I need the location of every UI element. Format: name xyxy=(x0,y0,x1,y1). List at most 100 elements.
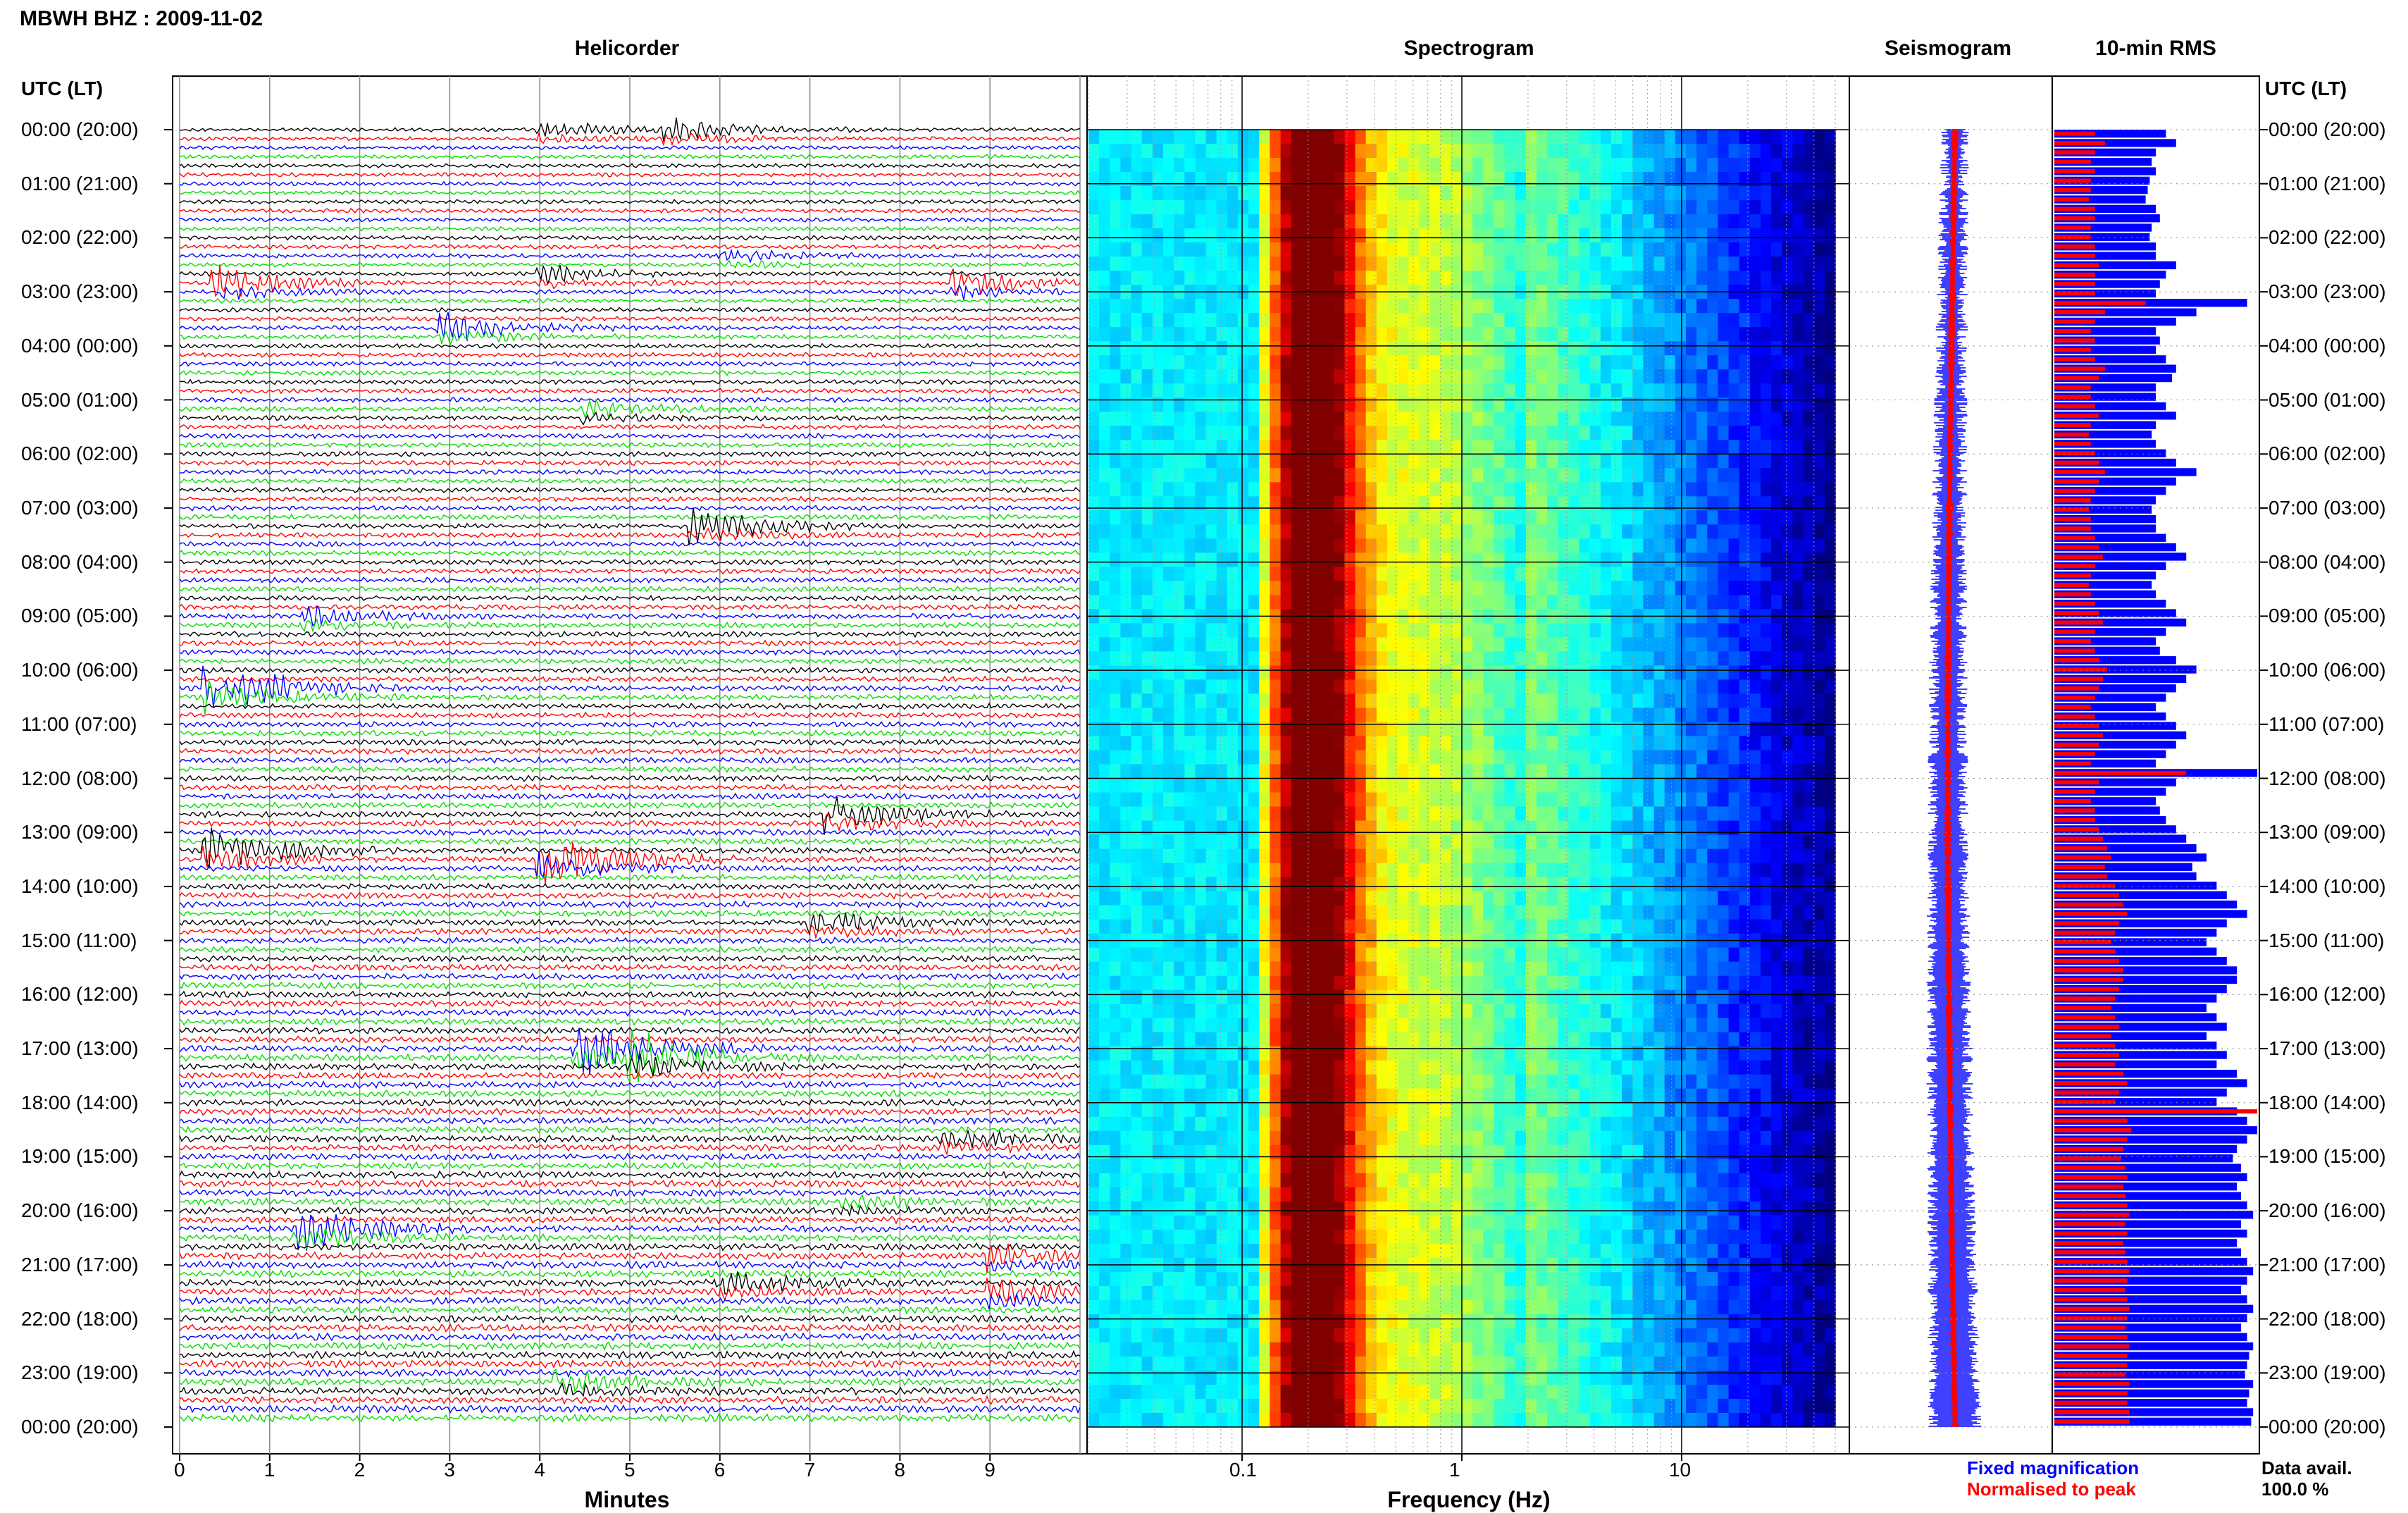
spectrogram-cell xyxy=(1804,765,1815,779)
spectrogram-cell xyxy=(1344,849,1355,864)
spectrogram-cell xyxy=(1366,581,1377,595)
spectrogram-cell xyxy=(1483,200,1494,215)
spectrogram-cell xyxy=(1718,821,1729,836)
spectrogram-cell xyxy=(1120,228,1131,243)
spectrogram-cell xyxy=(1483,637,1494,652)
spectrogram-cell xyxy=(1462,976,1473,991)
spectrogram-cell xyxy=(1568,807,1580,822)
spectrogram-cell xyxy=(1665,849,1676,864)
spectrogram-cell xyxy=(1515,383,1527,398)
spectrogram-cell xyxy=(1184,426,1196,440)
spectrogram-cell xyxy=(1238,327,1249,342)
spectrogram-cell xyxy=(1312,779,1324,793)
spectrogram-cell xyxy=(1408,835,1420,850)
spectrogram-cell xyxy=(1494,807,1505,822)
spectrogram-cell xyxy=(1601,524,1612,539)
spectrogram-cell xyxy=(1238,510,1249,525)
spectrogram-cell xyxy=(1526,369,1537,384)
spectrogram-cell xyxy=(1537,355,1548,370)
spectrogram-cell xyxy=(1323,779,1334,793)
spectrogram-cell xyxy=(1441,807,1452,822)
spectrogram-cell xyxy=(1568,440,1580,455)
spectrogram-cell xyxy=(1259,693,1270,708)
spectrogram-cell xyxy=(1472,567,1484,581)
spectrogram-cell xyxy=(1088,172,1100,187)
spectrogram-cell xyxy=(1408,679,1420,694)
spectrogram-cell xyxy=(1227,468,1239,483)
spectrogram-cell xyxy=(1568,863,1580,878)
spectrogram-cell xyxy=(1238,200,1249,215)
spectrogram-cell xyxy=(1782,736,1793,751)
spectrogram-cell xyxy=(1120,1061,1131,1075)
spectrogram-cell xyxy=(1590,313,1601,328)
spectrogram-cell xyxy=(1686,271,1697,285)
spectrogram-cell xyxy=(1323,793,1334,808)
spectrogram-cell xyxy=(1184,440,1196,455)
spectrogram-cell xyxy=(1387,679,1398,694)
spectrogram-cell xyxy=(1312,341,1324,356)
spectrogram-cell xyxy=(1558,1032,1569,1047)
spectrogram-cell xyxy=(1804,228,1815,243)
spectrogram-cell xyxy=(1718,976,1729,991)
spectrogram-cell xyxy=(1825,200,1836,215)
spectrogram-cell xyxy=(1814,567,1825,581)
spectrogram-cell xyxy=(1729,595,1740,610)
spectrogram-cell xyxy=(1302,976,1313,991)
spectrogram-cell xyxy=(1729,228,1740,243)
spectrogram-cell xyxy=(1665,891,1676,906)
spectrogram-cell xyxy=(1259,821,1270,836)
spectrogram-cell xyxy=(1302,623,1313,638)
spectrogram-cell xyxy=(1110,228,1121,243)
spectrogram-cell xyxy=(1739,299,1751,314)
spectrogram-cell xyxy=(1675,877,1687,892)
spectrogram-cell xyxy=(1825,228,1836,243)
spectrogram-cell xyxy=(1558,257,1569,271)
spectrogram-cell xyxy=(1377,976,1388,991)
spectrogram-cell xyxy=(1270,637,1281,652)
spectrogram-cell xyxy=(1451,751,1463,765)
spectrogram-cell xyxy=(1494,440,1505,455)
spectrogram-cell xyxy=(1248,920,1260,934)
spectrogram-cell xyxy=(1601,186,1612,201)
spectrogram-cell xyxy=(1259,581,1270,595)
spectrogram-cell xyxy=(1238,567,1249,581)
spectrogram-cell xyxy=(1632,708,1644,722)
spectrogram-cell xyxy=(1472,341,1484,356)
spectrogram-cell xyxy=(1099,214,1110,229)
spectrogram-cell xyxy=(1739,538,1751,553)
spectrogram-cell xyxy=(1110,990,1121,1005)
spectrogram-cell xyxy=(1088,454,1100,469)
spectrogram-cell xyxy=(1494,637,1505,652)
spectrogram-cell xyxy=(1537,793,1548,808)
spectrogram-cell xyxy=(1601,679,1612,694)
spectrogram-cell xyxy=(1547,1061,1558,1075)
spectrogram-cell xyxy=(1825,906,1836,920)
spectrogram-cell xyxy=(1387,327,1398,342)
spectrogram-cell xyxy=(1547,172,1558,187)
spectrogram-cell xyxy=(1558,990,1569,1005)
spectrogram-cell xyxy=(1163,257,1174,271)
spectrogram-cell xyxy=(1547,623,1558,638)
spectrogram-cell xyxy=(1142,567,1153,581)
spectrogram-cell xyxy=(1761,821,1772,836)
spectrogram-cell xyxy=(1408,158,1420,173)
spectrogram-cell xyxy=(1750,1061,1761,1075)
spectrogram-cell xyxy=(1515,355,1527,370)
spectrogram-cell xyxy=(1195,948,1206,963)
spectrogram-cell xyxy=(1387,1061,1398,1075)
spectrogram-cell xyxy=(1526,990,1537,1005)
spectrogram-cell xyxy=(1131,693,1143,708)
spectrogram-cell xyxy=(1472,807,1484,822)
spectrogram-cell xyxy=(1771,581,1782,595)
spectrogram-cell xyxy=(1259,891,1270,906)
spectrogram-cell xyxy=(1632,877,1644,892)
spectrogram-cell xyxy=(1632,1032,1644,1047)
spectrogram-cell xyxy=(1334,920,1345,934)
spectrogram-cell xyxy=(1099,1018,1110,1033)
spectrogram-cell xyxy=(1771,214,1782,229)
spectrogram-cell xyxy=(1131,426,1143,440)
spectrogram-cell xyxy=(1654,693,1665,708)
spectrogram-cell xyxy=(1099,552,1110,567)
spectrogram-cell xyxy=(1238,242,1249,257)
spectrogram-cell xyxy=(1366,1032,1377,1047)
